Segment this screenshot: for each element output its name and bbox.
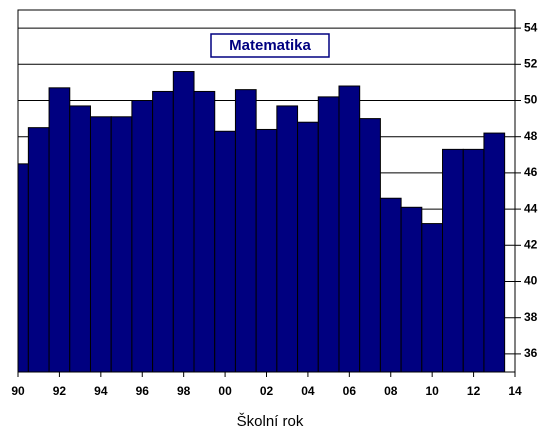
bar <box>400 206 423 373</box>
bar <box>152 90 174 373</box>
x-axis-label: Školní rok <box>237 413 304 430</box>
bar <box>276 105 299 373</box>
bar <box>17 163 29 373</box>
y-tick-label: 38 <box>524 310 538 324</box>
bar <box>69 105 91 373</box>
x-tick-label: 96 <box>136 384 150 398</box>
y-tick-label: 54 <box>524 20 538 34</box>
x-tick-label: 08 <box>384 384 398 398</box>
bar <box>255 128 278 373</box>
x-tick-label: 92 <box>53 384 67 398</box>
x-tick-label: 04 <box>301 384 315 398</box>
y-tick-label: 36 <box>524 346 538 360</box>
y-tick-label: 42 <box>524 237 538 251</box>
bar <box>193 90 216 373</box>
bar <box>214 130 236 373</box>
bar <box>379 197 402 373</box>
bar <box>234 89 257 373</box>
x-tick-label: 14 <box>508 384 522 398</box>
x-tick-label: 94 <box>94 384 108 398</box>
chart-title: Matematika <box>229 37 311 54</box>
y-tick-label: 46 <box>524 165 538 179</box>
x-tick-label: 90 <box>11 384 25 398</box>
bar <box>359 118 381 373</box>
bar <box>48 87 71 373</box>
x-tick-label: 06 <box>343 384 357 398</box>
bar <box>421 223 444 373</box>
bar <box>442 148 464 373</box>
x-tick-label: 00 <box>218 384 232 398</box>
y-tick-label: 44 <box>524 201 538 215</box>
x-tick-label: 02 <box>260 384 274 398</box>
bar <box>483 132 506 373</box>
bars <box>17 71 506 373</box>
bar <box>297 121 319 373</box>
bar <box>172 71 195 373</box>
y-tick-label: 50 <box>524 93 538 107</box>
bar <box>462 148 485 373</box>
bar <box>110 116 133 373</box>
y-tick-label: 48 <box>524 129 538 143</box>
x-tick-label: 10 <box>425 384 439 398</box>
bar <box>317 96 340 373</box>
bar <box>89 116 112 373</box>
bar <box>27 127 50 373</box>
title-box <box>210 33 330 58</box>
y-tick-label: 40 <box>524 274 538 288</box>
x-tick-label: 12 <box>467 384 481 398</box>
y-tick-label: 52 <box>524 56 538 70</box>
bar <box>131 100 154 373</box>
x-tick-label: 98 <box>177 384 191 398</box>
bar <box>338 85 361 373</box>
